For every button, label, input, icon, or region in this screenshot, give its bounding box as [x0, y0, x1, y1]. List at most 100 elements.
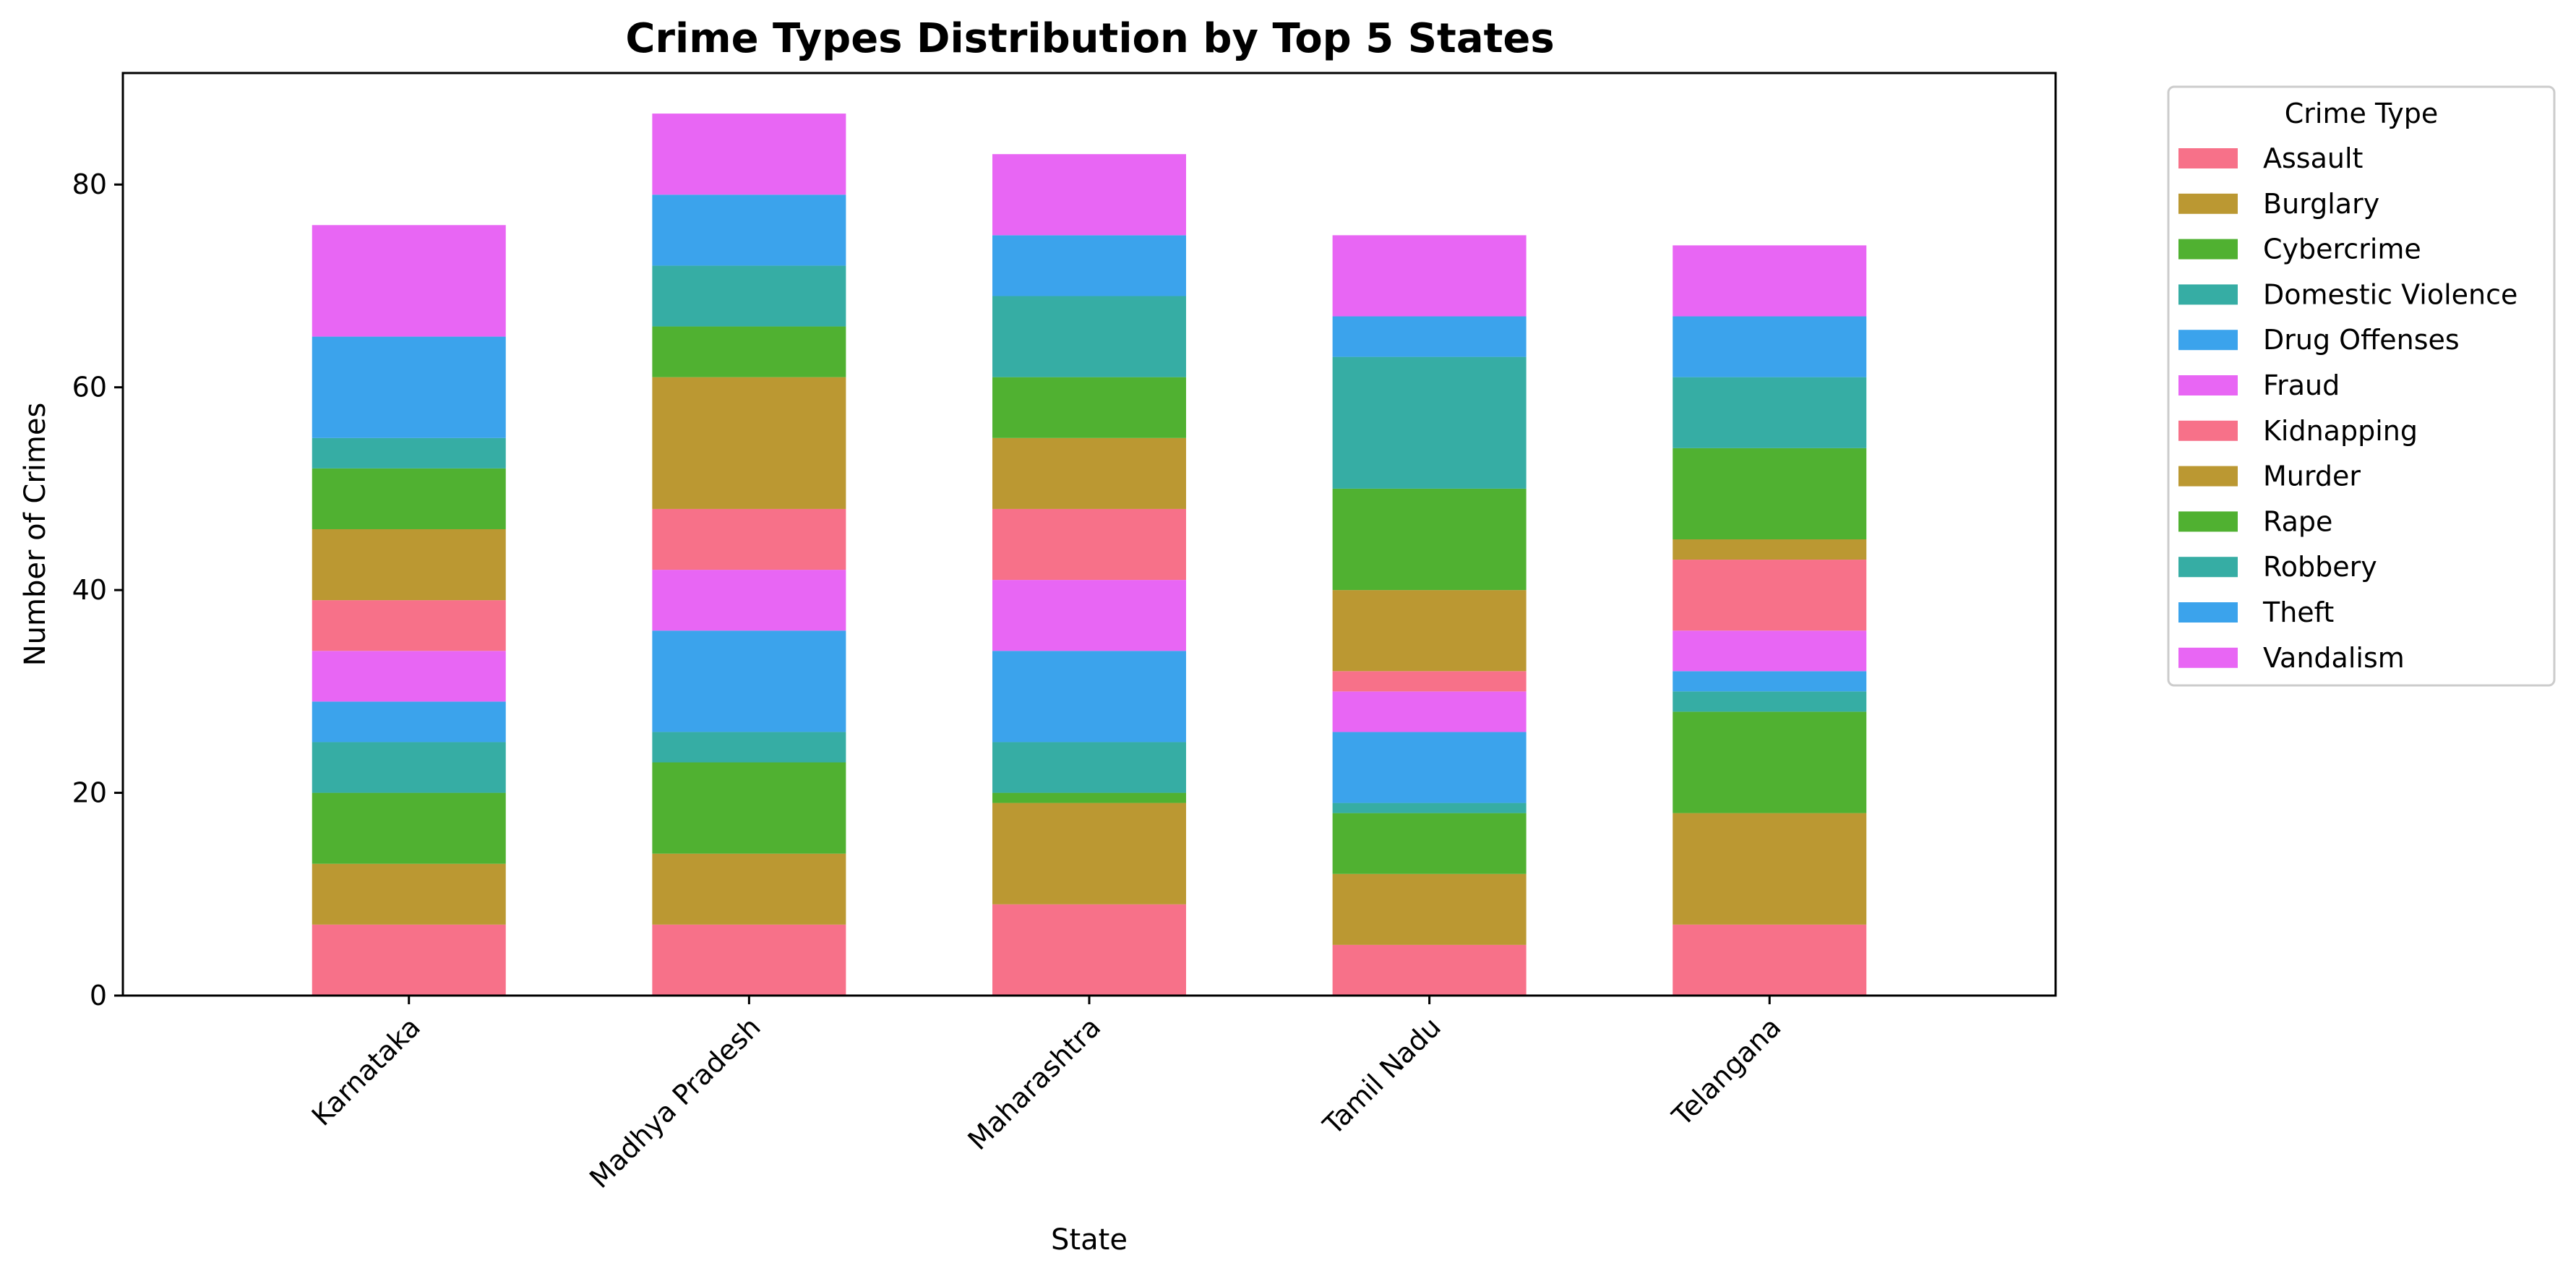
bar-segment-robbery — [1673, 377, 1867, 448]
bar-segment-burglary — [1673, 813, 1867, 925]
bar-segment-fraud — [1332, 691, 1527, 732]
bar-segment-rape — [1673, 448, 1867, 540]
bar-segment-murder — [1332, 590, 1527, 672]
bar-segment-theft — [1673, 316, 1867, 377]
legend-swatch — [2178, 330, 2238, 351]
bar-segment-fraud — [312, 651, 506, 702]
bar-segment-domestic-violence — [992, 742, 1186, 793]
x-tick-label: Tamil Nadu — [1316, 1011, 1447, 1142]
bar-segment-assault — [1332, 944, 1527, 996]
bar-segment-assault — [1673, 924, 1867, 996]
legend-swatch — [2178, 148, 2238, 168]
bar-segment-burglary — [992, 803, 1186, 904]
bar-segment-vandalism — [1673, 245, 1867, 317]
bar-segment-assault — [652, 924, 846, 996]
bar-segment-cybercrime — [1673, 711, 1867, 813]
legend-label: Drug Offenses — [2263, 324, 2460, 356]
bar-segment-cybercrime — [1332, 813, 1527, 874]
legend-label: Vandalism — [2263, 642, 2405, 674]
bar-segment-robbery — [312, 437, 506, 469]
bar-segment-drug-offenses — [1332, 732, 1527, 803]
legend-swatch — [2178, 375, 2238, 395]
bar-segment-rape — [652, 326, 846, 377]
x-tick-label: Karnataka — [306, 1011, 426, 1132]
bar-segment-murder — [992, 437, 1186, 509]
bar-segment-kidnapping — [992, 508, 1186, 581]
legend-swatch — [2178, 511, 2238, 532]
y-axis: 0 20 40 60 80 — [72, 168, 123, 1011]
bar-segment-vandalism — [992, 154, 1186, 236]
y-tick-label: 40 — [72, 574, 107, 606]
bar-segment-assault — [312, 924, 506, 996]
bar-segment-vandalism — [1332, 235, 1527, 317]
legend-swatch — [2178, 647, 2238, 668]
bar-segment-domestic-violence — [1332, 803, 1527, 813]
bar-segment-burglary — [1332, 873, 1527, 945]
legend-label: Burglary — [2263, 188, 2379, 220]
bar-segment-burglary — [312, 863, 506, 925]
x-axis-label: State — [1051, 1223, 1128, 1257]
bar-segment-domestic-violence — [1673, 691, 1867, 712]
legend-label: Rape — [2263, 505, 2332, 537]
legend-title: Crime Type — [2285, 98, 2438, 129]
legend-swatch — [2178, 557, 2238, 578]
y-axis-label: Number of Crimes — [19, 403, 52, 667]
bar-segment-vandalism — [312, 225, 506, 337]
bar-segment-drug-offenses — [992, 651, 1186, 743]
x-axis: Karnataka Madhya Pradesh Maharashtra Tamil … — [306, 996, 1787, 1194]
legend: Crime Type Assault Burglary Cybercrime Dome… — [2167, 85, 2556, 687]
bar-segment-murder — [312, 529, 506, 601]
legend-swatch — [2178, 466, 2238, 487]
legend-swatch — [2178, 239, 2238, 260]
legend-swatch — [2178, 602, 2238, 623]
bar-segment-robbery — [992, 296, 1186, 377]
legend-frame — [2167, 85, 2556, 687]
legend-label: Cybercrime — [2263, 234, 2421, 265]
legend-items: Assault Burglary Cybercrime Domestic Violen… — [2178, 142, 2517, 674]
legend-label: Domestic Violence — [2263, 278, 2517, 310]
bar-segment-burglary — [652, 853, 846, 925]
bar-segment-drug-offenses — [312, 701, 506, 743]
legend-label: Fraud — [2263, 369, 2340, 401]
y-tick-label: 0 — [90, 980, 107, 1011]
bar-segment-murder — [652, 377, 846, 509]
bar-segment-cybercrime — [652, 762, 846, 854]
bar-segment-robbery — [652, 265, 846, 327]
legend-label: Robbery — [2263, 551, 2377, 583]
bar-segment-fraud — [992, 580, 1186, 651]
x-tick-label: Maharashtra — [962, 1011, 1107, 1156]
legend-swatch — [2178, 420, 2238, 441]
bar-segment-kidnapping — [312, 600, 506, 651]
chart-title: Crime Types Distribution by Top 5 States — [625, 15, 1554, 62]
bar-segment-theft — [992, 235, 1186, 296]
bar-segment-robbery — [1332, 356, 1527, 489]
legend-label: Assault — [2263, 142, 2363, 174]
legend-swatch — [2178, 193, 2238, 214]
bar-segment-drug-offenses — [652, 630, 846, 732]
bar-segment-drug-offenses — [1673, 671, 1867, 692]
legend-label: Theft — [2262, 596, 2334, 628]
bar-segment-rape — [992, 377, 1186, 438]
bar-segment-theft — [312, 336, 506, 438]
x-tick-label: Madhya Pradesh — [583, 1011, 767, 1194]
bar-segment-fraud — [652, 570, 846, 631]
bar-segment-kidnapping — [1332, 671, 1527, 692]
bar-segment-fraud — [1673, 630, 1867, 672]
bar-segment-rape — [1332, 488, 1527, 591]
y-tick-label: 60 — [72, 372, 107, 403]
y-tick-label: 20 — [72, 777, 107, 809]
bar-segment-assault — [992, 904, 1186, 996]
bar-segment-kidnapping — [1673, 560, 1867, 631]
plot-area — [312, 114, 1867, 996]
bar-segment-vandalism — [652, 114, 846, 195]
bar-segment-rape — [312, 468, 506, 529]
bar-segment-cybercrime — [312, 792, 506, 864]
legend-label: Murder — [2263, 461, 2361, 492]
bar-segment-kidnapping — [652, 508, 846, 570]
legend-label: Kidnapping — [2263, 415, 2418, 447]
y-tick-label: 80 — [72, 168, 107, 200]
bar-segment-domestic-violence — [312, 742, 506, 793]
legend-swatch — [2178, 284, 2238, 305]
bar-segment-theft — [652, 194, 846, 266]
